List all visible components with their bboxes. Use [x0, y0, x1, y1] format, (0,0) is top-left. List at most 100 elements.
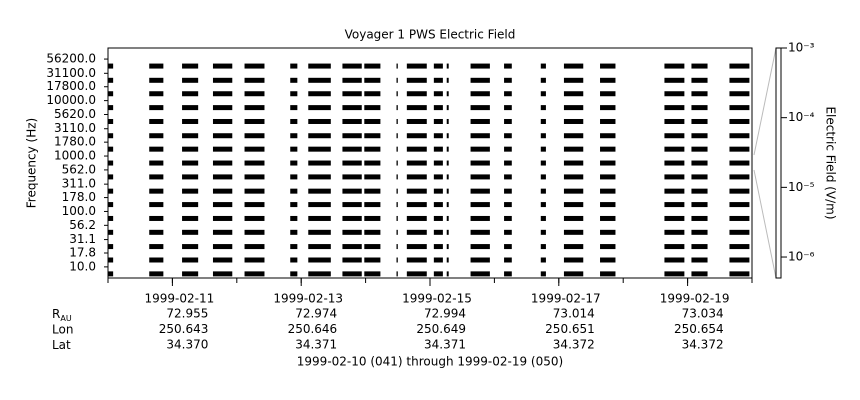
spectrogram-cell: [504, 146, 512, 152]
spectrogram-cell: [342, 146, 362, 152]
y-tick-label: 1000.0: [54, 149, 96, 163]
spectrogram-cell: [433, 105, 443, 111]
spectrogram-cell: [470, 133, 490, 139]
spectrogram-cell: [446, 105, 449, 111]
spectrogram-cell: [364, 188, 381, 194]
spectrogram-cell: [729, 146, 750, 152]
spectrogram-cell: [446, 63, 449, 69]
spectrogram-cell: [470, 271, 490, 277]
spectrogram-cell: [308, 215, 331, 221]
spectrogram-cell: [470, 91, 490, 97]
spectrogram-cell: [729, 271, 750, 277]
spectrogram-cell: [540, 105, 546, 111]
spectrogram-cell: [406, 91, 427, 97]
spectrogram-cell: [729, 160, 750, 166]
spectrogram-cell: [563, 257, 584, 263]
spectrogram-cell: [540, 133, 546, 139]
spectrogram-cell: [729, 118, 750, 124]
spectrogram-cell: [244, 215, 265, 221]
spectrogram-cell: [108, 229, 114, 235]
spectrogram-cell: [470, 215, 490, 221]
ephemeris-label: Lon: [52, 322, 73, 336]
spectrogram-cell: [149, 105, 164, 111]
spectrogram-cell: [433, 174, 443, 180]
spectrogram-cell: [446, 133, 449, 139]
spectrogram-cell: [563, 118, 584, 124]
spectrogram-cell: [308, 77, 331, 83]
spectrogram-cell: [433, 77, 443, 83]
y-tick-label: 56.2: [69, 218, 96, 232]
spectrogram-cell: [446, 215, 449, 221]
spectrogram-cell: [342, 160, 362, 166]
spectrogram-cell: [540, 77, 546, 83]
spectrogram-cell: [364, 63, 381, 69]
spectrogram-cell: [446, 118, 449, 124]
spectrogram-cell: [470, 118, 490, 124]
spectrogram-cell: [342, 77, 362, 83]
spectrogram-cell: [664, 271, 685, 277]
spectrogram-cell: [433, 91, 443, 97]
spectrogram-cell: [600, 160, 616, 166]
spectrogram-cell: [149, 146, 164, 152]
spectrogram-cell: [691, 215, 708, 221]
spectrogram-cell: [729, 174, 750, 180]
spectrogram-cell: [212, 91, 233, 97]
y-tick-label: 31100.0: [46, 66, 96, 80]
spectrogram-cell: [600, 215, 616, 221]
spectrogram-cell: [729, 202, 750, 208]
ephemeris-value: 34.372: [682, 338, 724, 352]
spectrogram-cell: [396, 188, 398, 194]
spectrogram-cell: [691, 229, 708, 235]
spectrogram-cell: [396, 105, 398, 111]
spectrogram-cell: [182, 146, 199, 152]
spectrogram-cell: [406, 160, 427, 166]
spectrogram-cell: [182, 202, 199, 208]
spectrogram-cell: [364, 133, 381, 139]
spectrogram-cell: [290, 244, 298, 250]
spectrogram-cell: [600, 271, 616, 277]
y2-axis-label: Electric Field (V/m): [824, 106, 838, 219]
spectrogram-cell: [433, 271, 443, 277]
x-tick-label: 1999-02-13: [273, 292, 343, 306]
spectrogram-cell: [691, 146, 708, 152]
spectrogram-cell: [212, 271, 233, 277]
spectrogram-cell: [504, 160, 512, 166]
ephemeris-label-sub: AU: [60, 314, 71, 323]
spectrogram-cell: [664, 146, 685, 152]
spectrogram-cell: [729, 188, 750, 194]
spectrogram-cell: [600, 118, 616, 124]
spectrogram-cell: [600, 133, 616, 139]
spectrogram-cell: [470, 146, 490, 152]
spectrogram-cell: [600, 105, 616, 111]
x-tick-label: 1999-02-11: [145, 292, 215, 306]
spectrogram-cell: [729, 133, 750, 139]
spectrogram-cell: [290, 257, 298, 263]
spectrogram-cell: [600, 257, 616, 263]
spectrogram-cell: [470, 160, 490, 166]
spectrogram-cell: [664, 77, 685, 83]
spectrogram-cell: [290, 202, 298, 208]
spectrogram-cell: [342, 174, 362, 180]
spectrogram-cell: [446, 91, 449, 97]
spectrogram-cell: [691, 91, 708, 97]
ephemeris-value: 250.646: [288, 322, 338, 336]
spectrogram-cell: [470, 229, 490, 235]
y-tick-label: 1780.0: [54, 135, 96, 149]
spectrogram-cell: [244, 77, 265, 83]
spectrogram-cell: [108, 202, 114, 208]
spectrogram-cell: [504, 77, 512, 83]
spectrogram-cell: [182, 160, 199, 166]
spectrogram-cell: [470, 105, 490, 111]
spectrogram-cell: [149, 63, 164, 69]
spectrogram-cell: [182, 63, 199, 69]
spectrogram-cell: [308, 271, 331, 277]
spectrogram-cell: [212, 188, 233, 194]
spectrogram-cell: [308, 202, 331, 208]
spectrogram-cell: [504, 63, 512, 69]
spectrogram-cell: [563, 188, 584, 194]
spectrogram-cell: [729, 244, 750, 250]
spectrogram-cell: [212, 174, 233, 180]
spectrogram-cell: [364, 160, 381, 166]
spectrogram-cell: [244, 118, 265, 124]
spectrogram-cell: [212, 118, 233, 124]
